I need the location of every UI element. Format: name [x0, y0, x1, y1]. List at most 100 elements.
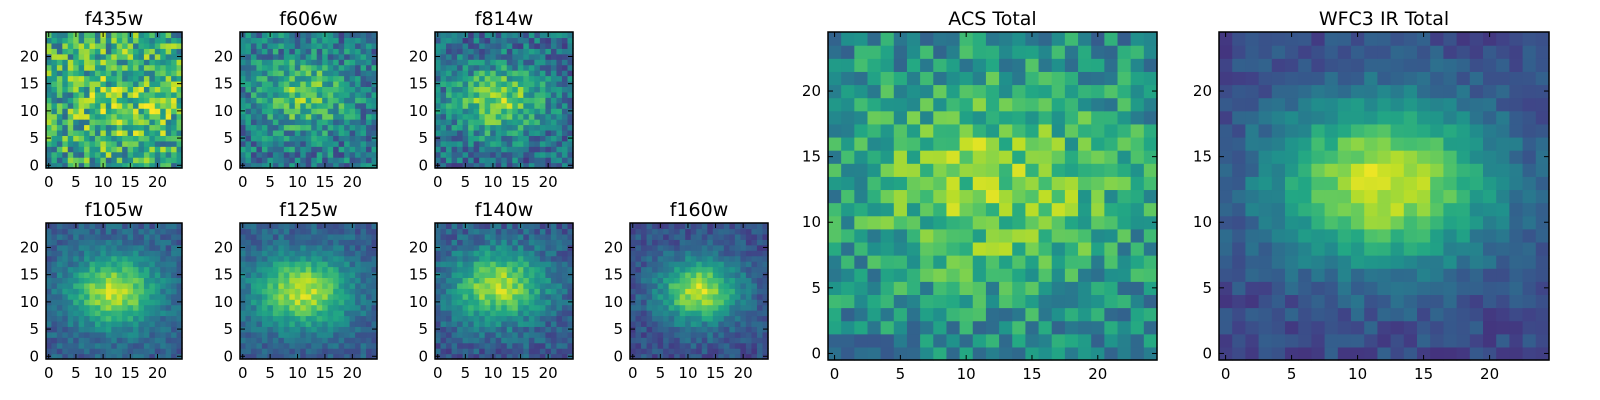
heatmap-cell	[283, 48, 290, 55]
heatmap-cell	[305, 108, 312, 115]
heatmap-cell	[154, 70, 161, 77]
axes-frame	[239, 222, 378, 360]
heatmap-cell	[305, 282, 312, 289]
heatmap-cell	[440, 75, 447, 82]
heatmap-cell	[854, 294, 869, 309]
heatmap-cell	[267, 288, 274, 295]
heatmap-cell	[316, 326, 323, 333]
heatmap-cell	[652, 337, 659, 344]
heatmap-cell	[539, 70, 546, 77]
heatmap-cell	[311, 353, 318, 360]
heatmap-cell	[267, 124, 274, 131]
heatmap-cell	[528, 299, 535, 306]
heatmap-cell	[506, 42, 513, 49]
heatmap-cell	[333, 162, 340, 169]
heatmap-cell	[94, 113, 101, 120]
heatmap-cell	[685, 239, 692, 246]
heatmap-cell	[78, 223, 85, 230]
heatmap-cell	[67, 326, 74, 333]
heatmap-cell	[539, 53, 546, 60]
heatmap-cell	[512, 42, 519, 49]
heatmap-cell	[663, 255, 670, 262]
heatmap-cell	[89, 250, 96, 257]
heatmap-cell	[371, 228, 378, 235]
heatmap-cell	[740, 288, 747, 295]
heatmap-cell	[457, 277, 464, 284]
heatmap-cell	[73, 315, 80, 322]
heatmap-cell	[160, 151, 167, 158]
heatmap-cell	[267, 348, 274, 355]
heatmap-cell	[116, 261, 123, 268]
x-tick-label: 10	[288, 173, 307, 191]
heatmap-cell	[133, 271, 140, 278]
heatmap-cell	[561, 288, 569, 295]
heatmap-cell	[641, 315, 648, 322]
heatmap-cell	[539, 299, 546, 306]
heatmap-cell	[360, 282, 367, 289]
heatmap-cell	[440, 244, 447, 251]
heatmap-cell	[451, 97, 458, 104]
heatmap-cell	[311, 124, 318, 131]
heatmap-cell	[78, 162, 85, 169]
heatmap-cell	[756, 353, 764, 360]
heatmap-cell	[696, 320, 703, 327]
heatmap-cell	[679, 223, 686, 230]
heatmap-cell	[701, 261, 708, 268]
heatmap-cell	[176, 157, 183, 164]
heatmap-cell	[468, 337, 475, 344]
heatmap-cell	[138, 80, 145, 87]
heatmap-cell	[1064, 241, 1079, 256]
heatmap-cell	[84, 342, 91, 349]
heatmap-cell	[333, 239, 340, 246]
heatmap-cell	[561, 91, 569, 98]
heatmap-cell	[506, 310, 513, 317]
heatmap-cell	[701, 326, 708, 333]
heatmap-cell	[1051, 320, 1066, 335]
heatmap-cell	[105, 293, 112, 300]
heatmap-cell	[668, 326, 675, 333]
heatmap-cell	[355, 129, 362, 136]
heatmap-cell	[371, 91, 378, 98]
heatmap-cell	[171, 288, 178, 295]
heatmap-cell	[278, 304, 285, 311]
heatmap-cell	[679, 277, 686, 284]
heatmap-cell	[561, 261, 569, 268]
heatmap-cell	[366, 271, 373, 278]
heatmap-cell	[495, 271, 502, 278]
heatmap-cell	[250, 342, 258, 349]
heatmap-cell	[473, 255, 480, 262]
heatmap-cell	[435, 140, 442, 147]
heatmap-cell	[127, 342, 134, 349]
heatmap-cell	[1117, 189, 1132, 204]
heatmap-cell	[84, 348, 91, 355]
heatmap-cell	[490, 59, 497, 66]
heatmap-cell	[534, 32, 541, 39]
heatmap-cell	[674, 282, 681, 289]
heatmap-cell	[506, 64, 513, 71]
heatmap-cell	[89, 75, 96, 82]
heatmap-cell	[701, 342, 708, 349]
heatmap-cell	[1078, 215, 1092, 230]
heatmap-cell	[561, 75, 569, 82]
heatmap-cell	[841, 189, 855, 204]
heatmap-cell	[366, 86, 373, 93]
heatmap-cell	[51, 299, 58, 306]
heatmap-cell	[451, 239, 458, 246]
heatmap-cell	[322, 102, 329, 109]
heatmap-cell	[523, 157, 530, 164]
heatmap-cell	[561, 53, 569, 60]
heatmap-cell	[690, 277, 697, 284]
heatmap-cell	[171, 140, 178, 147]
heatmap-cell	[294, 244, 301, 251]
heatmap-cell	[289, 91, 296, 98]
heatmap-cell	[528, 129, 535, 136]
heatmap-cell	[165, 146, 172, 153]
heatmap-cell	[100, 48, 107, 55]
heatmap-cell	[366, 135, 373, 142]
heatmap-cell	[501, 70, 508, 77]
heatmap-cell	[523, 228, 530, 235]
heatmap-cell	[446, 124, 453, 131]
heatmap-cell	[501, 140, 508, 147]
heatmap-cell	[283, 91, 290, 98]
heatmap-cell	[267, 266, 274, 273]
